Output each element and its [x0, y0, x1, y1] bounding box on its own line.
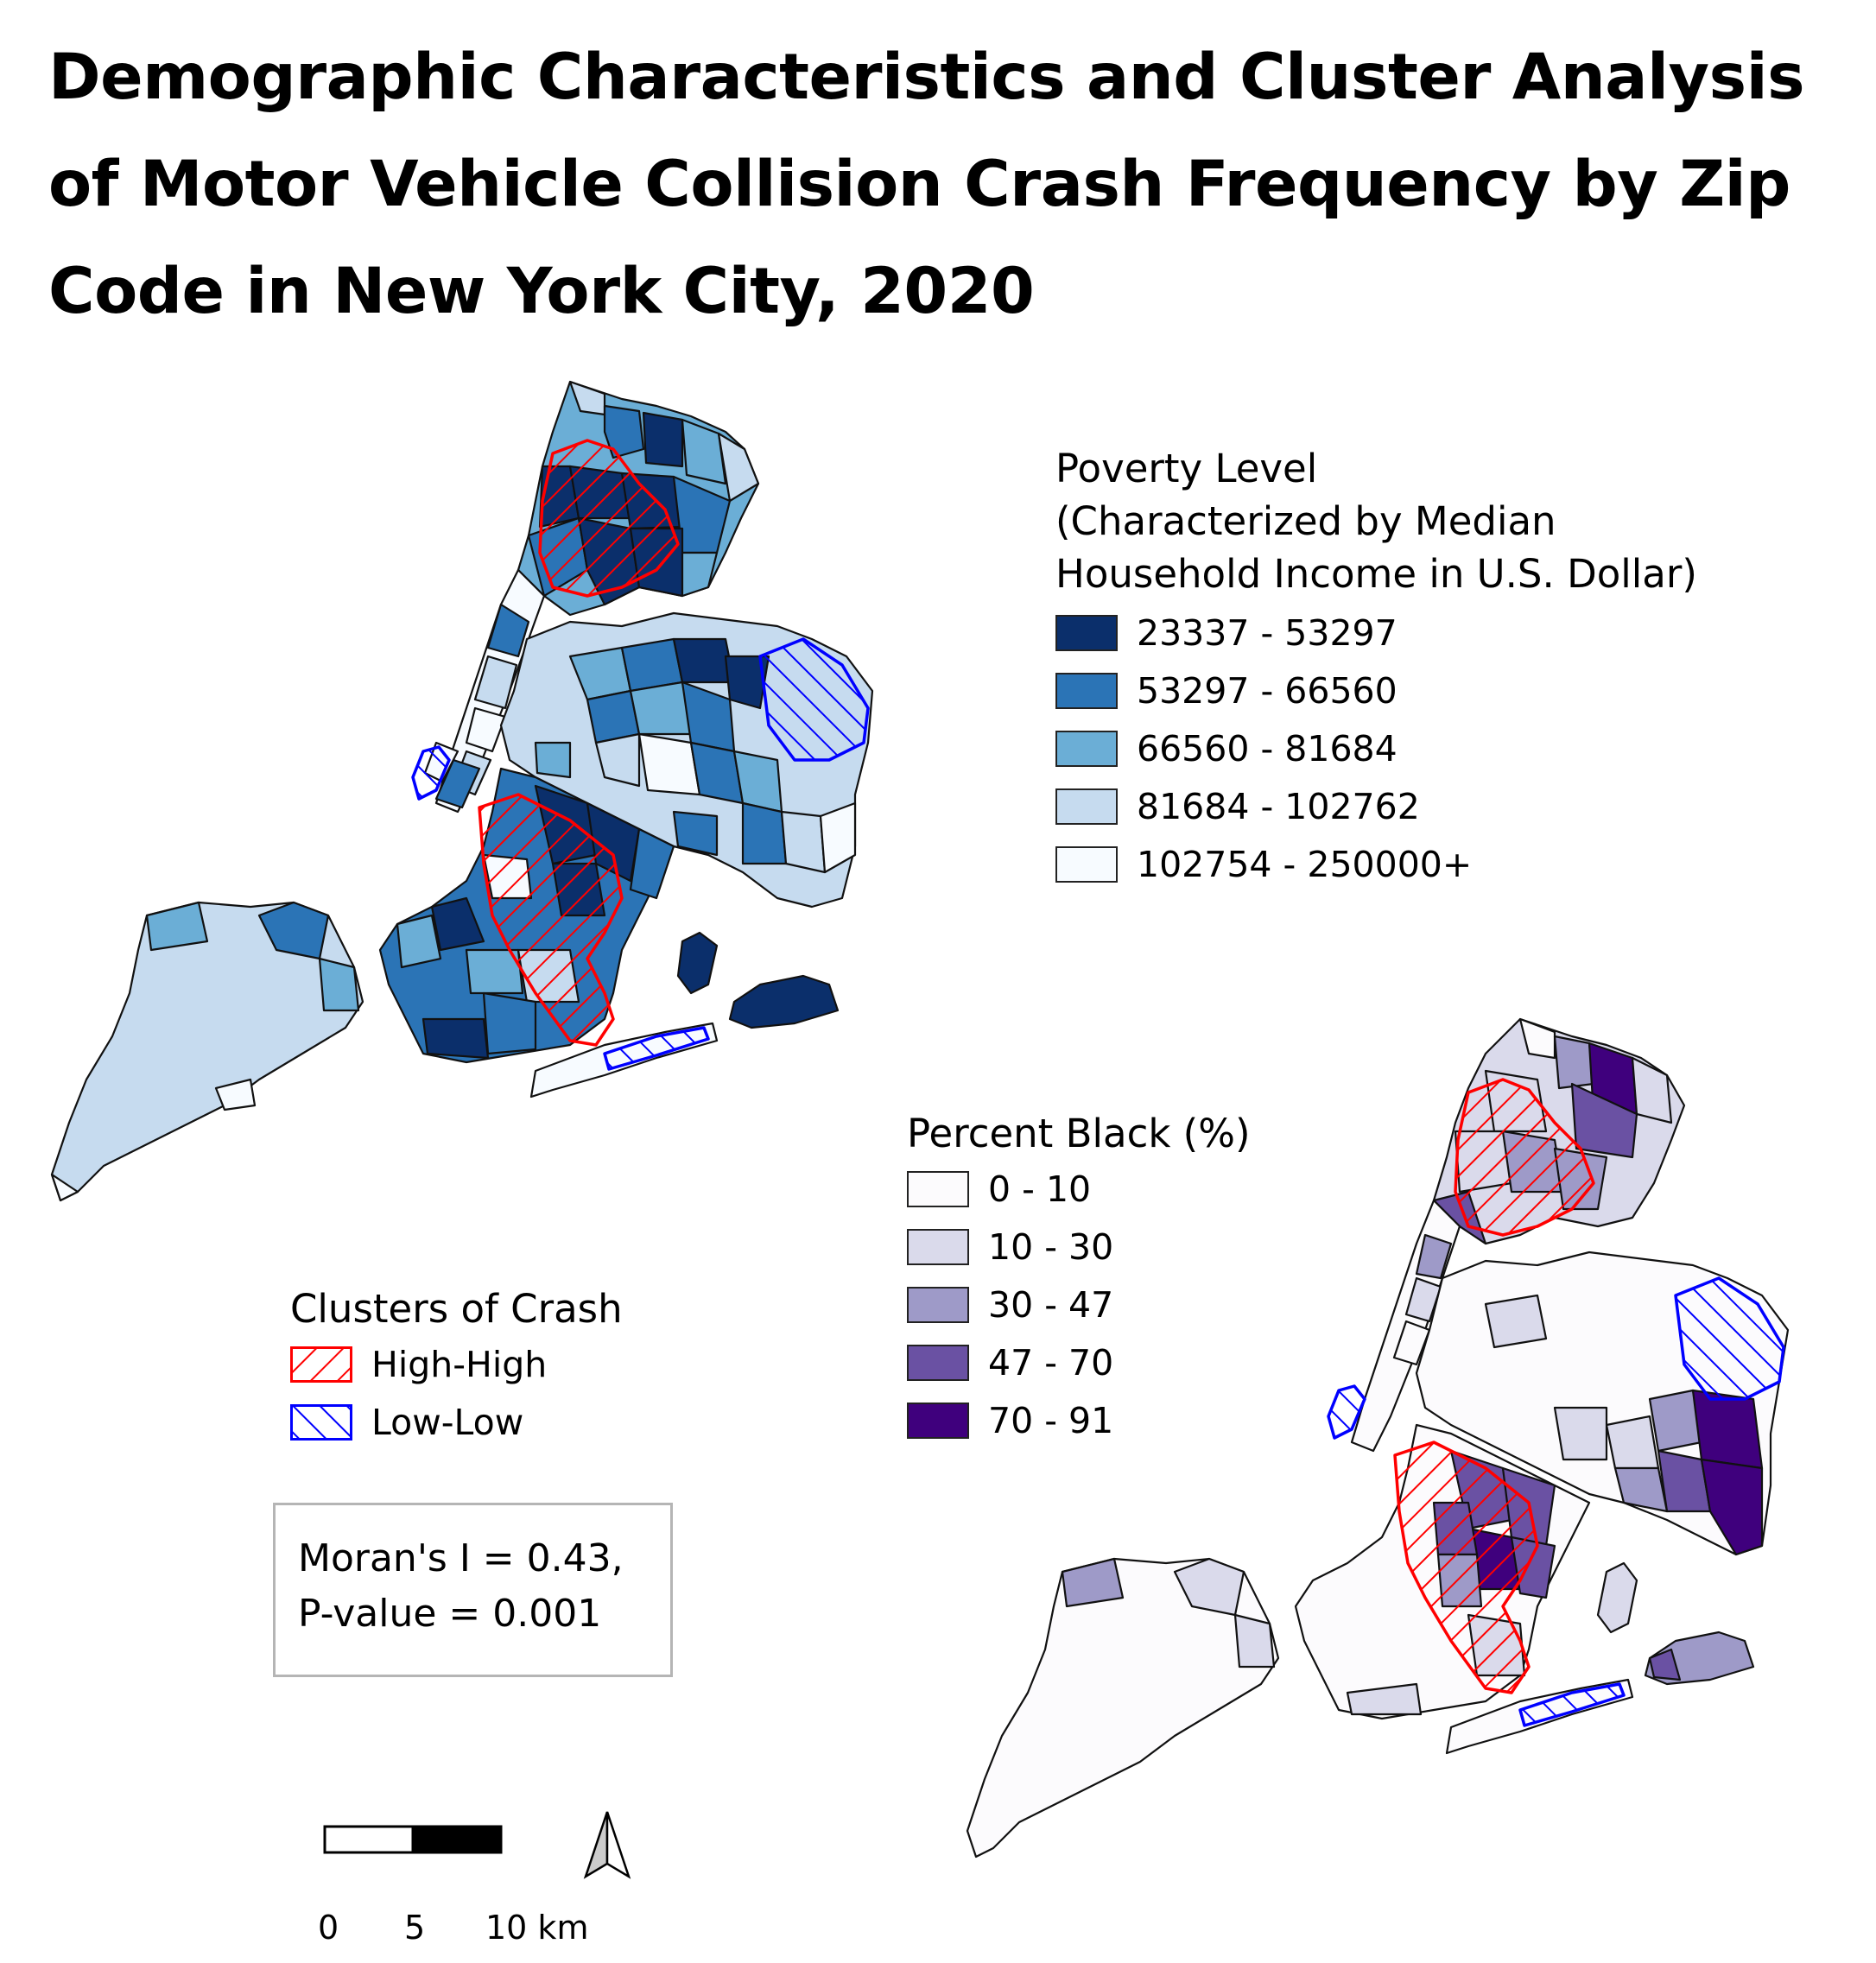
percent-black-map	[966, 1017, 1790, 1859]
black-label-2: 10 - 30	[988, 1225, 1114, 1268]
poverty-legend-row: 53297 - 66560	[1055, 662, 1697, 719]
cluster-legend-title: Clusters of Crash	[290, 1286, 623, 1332]
scale-bar	[323, 1825, 503, 1854]
manhattan-zip-areas-2	[1350, 1199, 1461, 1453]
poverty-legend-title-line-3: Household Income in U.S. Dollar)	[1055, 551, 1697, 597]
poverty-legend: Poverty Level (Characterized by Median H…	[1055, 442, 1697, 893]
low-low-cluster-queens-2	[1674, 1276, 1785, 1401]
poverty-swatch-1	[1055, 614, 1118, 651]
map-title: Demographic Characteristics and Cluster …	[48, 41, 1805, 328]
low-low-hatch-icon	[290, 1403, 352, 1441]
black-label-5: 70 - 91	[988, 1399, 1114, 1441]
scale-bar-labels: 0 5 10 km	[311, 1909, 596, 1960]
poverty-swatch-4	[1055, 788, 1118, 825]
poverty-swatch-5	[1055, 845, 1118, 883]
black-swatch-2	[907, 1228, 969, 1265]
high-high-cluster-bronx	[538, 439, 680, 598]
scale-label-5: 5	[404, 1909, 426, 1947]
cluster-legend-row: High-High	[290, 1335, 623, 1393]
scale-bar-white-segment	[323, 1825, 415, 1854]
scale-bar-black-segment	[411, 1825, 503, 1854]
poverty-legend-title-line-2: (Characterized by Median	[1055, 498, 1556, 544]
black-swatch-1	[907, 1170, 969, 1207]
black-swatch-4	[907, 1344, 969, 1381]
black-label-4: 47 - 70	[988, 1341, 1114, 1384]
morans-i-statistics-box: Moran's I = 0.43, P-value = 0.001	[273, 1503, 673, 1677]
broad-channel	[676, 931, 719, 995]
rockaway-east-2b	[1648, 1648, 1682, 1681]
poverty-map	[50, 380, 874, 1202]
low-low-cluster-manhattan-2	[1327, 1384, 1366, 1440]
broad-channel-2	[1596, 1561, 1638, 1634]
poverty-legend-row: 81684 - 102762	[1055, 777, 1697, 835]
percent-black-legend-row: 70 - 91	[907, 1391, 1251, 1449]
morans-i-value: Moran's I = 0.43,	[298, 1536, 624, 1580]
percent-black-legend-row: 0 - 10	[907, 1160, 1251, 1218]
percent-black-legend: Percent Black (%) 0 - 10 10 - 30 30 - 47…	[907, 1107, 1251, 1449]
percent-black-legend-row: 30 - 47	[907, 1276, 1251, 1333]
p-value: P-value = 0.001	[298, 1592, 602, 1636]
north-arrow-icon	[583, 1811, 631, 1879]
percent-black-legend-title: Percent Black (%)	[907, 1111, 1251, 1156]
cluster-legend: Clusters of Crash High-High Low-Low	[290, 1282, 623, 1451]
black-swatch-3	[907, 1286, 969, 1323]
scale-label-0: 0	[318, 1909, 339, 1947]
poverty-legend-row: 23337 - 53297	[1055, 604, 1697, 662]
poverty-legend-title-line-1: Poverty Level	[1055, 446, 1318, 491]
poverty-label-1: 23337 - 53297	[1137, 611, 1397, 654]
poverty-label-2: 53297 - 66560	[1137, 669, 1397, 712]
scale-label-10km: 10 km	[485, 1909, 589, 1947]
poverty-swatch-3	[1055, 730, 1118, 767]
poverty-legend-row: 66560 - 81684	[1055, 719, 1697, 777]
low-low-cluster-queens	[758, 637, 870, 762]
high-high-label: High-High	[371, 1343, 548, 1385]
poverty-legend-row: 102754 - 250000+	[1055, 835, 1697, 893]
low-low-cluster-rockaway	[603, 1026, 710, 1071]
black-label-3: 30 - 47	[988, 1283, 1114, 1326]
low-low-label: Low-Low	[371, 1401, 524, 1443]
percent-black-legend-row: 47 - 70	[907, 1333, 1251, 1391]
poverty-label-3: 66560 - 81684	[1137, 727, 1397, 769]
staten-island-zip-areas-2	[966, 1557, 1280, 1859]
high-high-cluster-brooklyn	[478, 793, 624, 1047]
poverty-swatch-2	[1055, 672, 1118, 709]
high-high-hatch-icon	[290, 1346, 352, 1383]
percent-black-legend-row: 10 - 30	[907, 1218, 1251, 1276]
staten-island-zip-areas	[50, 901, 364, 1202]
poverty-label-4: 81684 - 102762	[1137, 785, 1420, 827]
cluster-legend-row: Low-Low	[290, 1393, 623, 1451]
black-label-1: 0 - 10	[988, 1168, 1092, 1210]
high-high-cluster-brooklyn-2	[1393, 1441, 1539, 1694]
low-low-cluster-manhattan	[411, 745, 451, 801]
poverty-label-5: 102754 - 250000+	[1137, 843, 1473, 885]
black-swatch-5	[907, 1402, 969, 1439]
rockaway-east	[728, 974, 840, 1029]
low-low-cluster-rockaway-2	[1518, 1682, 1626, 1727]
high-high-cluster-bronx-2	[1454, 1078, 1595, 1237]
